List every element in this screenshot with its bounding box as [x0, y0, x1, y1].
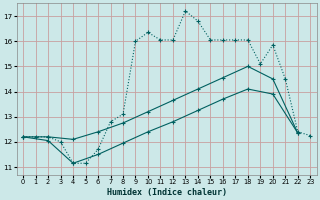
X-axis label: Humidex (Indice chaleur): Humidex (Indice chaleur) [107, 188, 227, 197]
